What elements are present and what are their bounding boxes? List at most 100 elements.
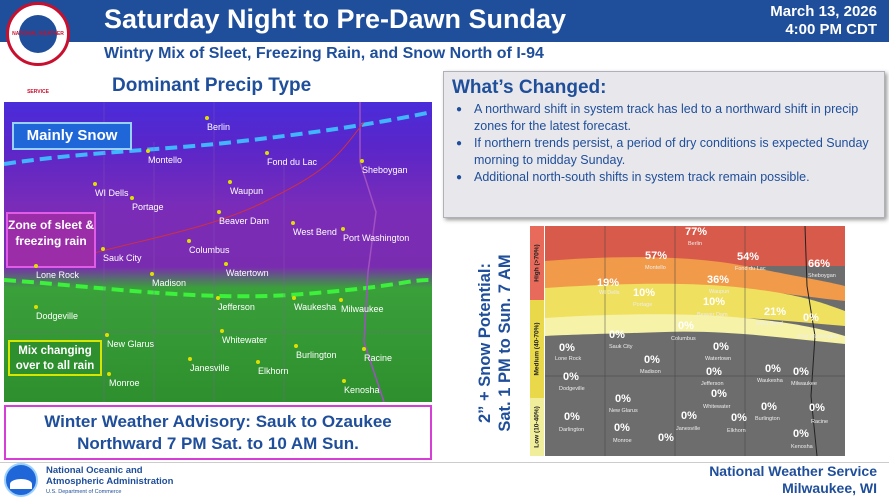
city-label: Beaver Dam <box>216 210 270 226</box>
city-label: New Glarus <box>609 408 638 414</box>
city-label: Whitewater <box>219 329 268 345</box>
city-label: Waupun <box>227 180 264 196</box>
city-label: Whitewater <box>703 404 731 410</box>
legend-medium: Medium (40-70%) <box>530 300 544 398</box>
probability-value: 0% <box>678 320 694 332</box>
city-label: Port Washington <box>340 227 410 243</box>
city-label: Kenosha <box>342 379 380 395</box>
probability-value: 21% <box>764 306 787 318</box>
probability-value: 0% <box>681 410 697 422</box>
city-label: Waukesha <box>291 296 337 312</box>
whats-changed-heading: What’s Changed: <box>452 77 607 98</box>
highway <box>63 121 365 263</box>
snow-potential-title-text: 2” + Snow Potential: Sat. 1 PM to Sun. 7… <box>475 254 515 431</box>
snow-line <box>4 110 432 166</box>
probability-value: 0% <box>803 312 819 324</box>
city-label: Berlin <box>688 241 703 247</box>
probability-value: 0% <box>809 402 825 414</box>
city-label: Janesville <box>188 357 230 373</box>
city-label: Madison <box>149 272 187 288</box>
city-label: Fond du Lac <box>264 151 318 167</box>
city-label: Darlington <box>559 427 585 433</box>
city-label: Dodgeville <box>33 305 79 321</box>
probability-value: 19% <box>597 277 620 289</box>
probability-value: 54% <box>737 251 760 263</box>
city-label: Beaver Dam <box>697 312 728 318</box>
city-label: Madison <box>640 369 661 375</box>
office-line-1: National Weather Service <box>709 463 877 479</box>
city-label: Lone Rock <box>33 264 80 280</box>
legend-medium-label: Medium (40-70%) <box>533 322 541 376</box>
city-label: Port Washington <box>798 334 839 340</box>
snow-probability-map: 77% 57% 54% 66% 19% 10% 36% 10% 21% 0% 0… <box>545 226 845 456</box>
county-grid <box>545 226 845 456</box>
city-label: Montello <box>645 265 666 271</box>
probability-value: 0% <box>731 412 747 424</box>
county-border <box>359 102 385 402</box>
city-label: New Glarus <box>104 333 155 349</box>
legend-high: High (>70%) <box>530 226 544 300</box>
list-item: A northward shift in system track has le… <box>452 101 876 135</box>
page-subtitle: Wintry Mix of Sleet, Freezing Rain, and … <box>104 45 544 62</box>
probability-value: 66% <box>808 258 831 270</box>
probability-value: 0% <box>564 411 580 423</box>
zone-sleet-freezing-rain: Zone of sleet & freezing rain <box>6 212 96 268</box>
city-label: Montello <box>145 149 183 165</box>
city-label: West Bend <box>756 321 783 327</box>
precip-map-heading: Dominant Precip Type <box>112 75 312 96</box>
zone-mix-to-rain: Mix changing over to all rain <box>8 340 102 376</box>
county-grid <box>4 102 432 402</box>
snow-potential-title: 2” + Snow Potential: Sat. 1 PM to Sun. 7… <box>470 228 520 458</box>
nws-office: National Weather Service Milwaukee, WI <box>709 463 877 497</box>
city-label: Berlin <box>204 116 231 132</box>
city-label: Waukesha <box>757 378 783 384</box>
office-line-2: Milwaukee, WI <box>782 480 877 496</box>
issue-date: March 13, 2026 <box>770 3 877 20</box>
issue-datetime: March 13, 2026 4:00 PM CDT <box>770 3 877 39</box>
city-label: Elkhorn <box>256 360 289 376</box>
probability-value: 77% <box>685 226 708 238</box>
noaa-name: National Oceanic and Atmospheric Adminis… <box>46 465 173 498</box>
nws-logo-ring-text: NATIONAL WEATHER SERVICE <box>12 31 64 95</box>
city-label: Milwaukee <box>791 381 817 387</box>
city-label: Monroe <box>613 438 632 444</box>
city-label: Columbus <box>187 239 230 255</box>
city-label: WI Dells <box>93 182 129 198</box>
city-label: Columbus <box>671 336 696 342</box>
city-label: Elkhorn <box>727 428 746 434</box>
whats-changed-panel: What’s Changed: A northward shift in sys… <box>443 71 885 218</box>
lakeshore <box>804 226 818 456</box>
city-label: Sauk City <box>609 344 633 350</box>
city-label: Monroe <box>107 372 140 388</box>
probability-value: 0% <box>615 393 631 405</box>
probability-value: 0% <box>793 366 809 378</box>
advisory-box: Winter Weather Advisory: Sauk to Ozaukee… <box>4 405 432 460</box>
noaa-department: U.S. Department of Commerce <box>46 489 122 495</box>
probability-value: 0% <box>644 354 660 366</box>
legend-low-label: Low (10-40%) <box>533 406 541 448</box>
rain-line <box>4 278 432 299</box>
nws-logo: NATIONAL WEATHER SERVICE <box>6 2 70 95</box>
probability-value: 57% <box>645 250 668 262</box>
probability-value: 0% <box>793 428 809 440</box>
noaa-line-2: Atmospheric Administration <box>46 476 174 487</box>
city-label: Burlington <box>294 344 337 360</box>
probability-value: 10% <box>633 287 656 299</box>
city-label: Sheboygan <box>360 159 408 175</box>
probability-value: 0% <box>706 366 722 378</box>
nws-logo-emblem <box>19 15 57 53</box>
probability-value: 0% <box>713 341 729 353</box>
city-label: Portage <box>130 196 164 212</box>
probability-value: 0% <box>658 432 674 444</box>
issue-time: 4:00 PM CDT <box>785 21 877 38</box>
page-title: Saturday Night to Pre-Dawn Sunday <box>104 4 567 34</box>
city-label: Dodgeville <box>559 386 585 392</box>
probability-value: 0% <box>614 422 630 434</box>
city-label: Waupun <box>709 289 730 295</box>
probability-value: 0% <box>761 401 777 413</box>
header: NATIONAL WEATHER SERVICE Saturday Night … <box>0 0 889 95</box>
city-label: Racine <box>811 419 829 425</box>
precip-map-overlay <box>4 102 432 402</box>
city-label: Sheboygan <box>808 273 836 279</box>
probability-legend: High (>70%) Medium (40-70%) Low (10-40%) <box>530 226 544 456</box>
